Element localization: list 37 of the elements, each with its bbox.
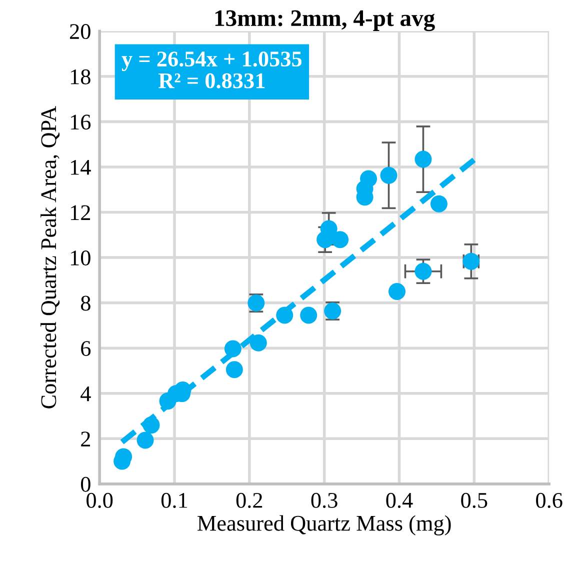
y-tick-label: 4: [80, 386, 91, 402]
y-tick-label: 12: [70, 205, 90, 220]
point: [388, 282, 406, 300]
point: [414, 262, 432, 280]
point: [136, 432, 154, 449]
y-tick-label: 20: [70, 24, 90, 40]
point: [224, 340, 242, 358]
y-tick-label: 18: [70, 69, 90, 84]
x-tick-label: 0.1: [161, 492, 188, 508]
point: [300, 306, 318, 324]
y-tick-label: 16: [70, 114, 91, 130]
point: [142, 416, 160, 434]
y-tick-label: 8: [80, 296, 90, 311]
point: [430, 195, 448, 212]
x-axis-title: Measured Quartz Mass (mg): [198, 515, 451, 536]
x-tick-label: 0.0: [86, 492, 113, 508]
point: [320, 220, 338, 238]
y-tick-label: 0: [80, 476, 90, 492]
chart-title: 13mm: 2mm, 4-pt avg: [215, 10, 435, 32]
point: [226, 361, 243, 378]
y-tick-label: 6: [81, 341, 91, 356]
x-tick-label: 0.4: [386, 492, 413, 508]
y-axis-title: Corrected Quartz Peak Area, QPA: [40, 106, 60, 408]
point: [414, 150, 432, 168]
annotation: y = 26.54x + 1.0535 R² = 0.8331: [122, 52, 302, 88]
point: [360, 170, 378, 188]
point: [332, 231, 349, 248]
y-tick-label: 2: [81, 432, 90, 446]
y-tick-label: 10: [70, 250, 90, 266]
x-tick-label: 0.3: [311, 492, 338, 508]
x-tick-label: 0.6: [536, 492, 562, 508]
x-tick-label: 0.5: [461, 492, 488, 508]
y-tick-label: 14: [70, 160, 91, 175]
point: [250, 334, 267, 352]
point: [276, 306, 294, 324]
x-tick-label: 0.2: [236, 492, 262, 508]
point: [380, 166, 398, 184]
